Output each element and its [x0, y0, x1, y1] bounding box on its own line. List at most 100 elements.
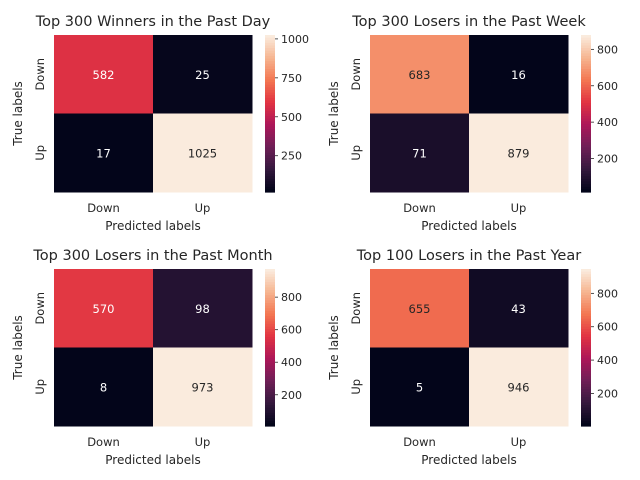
- colorbar-strip: [581, 118, 591, 122]
- colorbar-strip: [265, 352, 275, 356]
- chart-title: Top 300 Winners in the Past Day: [35, 14, 271, 30]
- colorbar-strip: [265, 363, 275, 367]
- colorbar-strip: [265, 61, 275, 65]
- colorbar-strip: [265, 378, 275, 383]
- colorbar-strip: [581, 129, 591, 133]
- heatmap-cell: [469, 269, 569, 348]
- colorbar-tick-label: 600: [597, 321, 618, 334]
- colorbar-strip: [265, 160, 275, 164]
- cell-value-label: 879: [508, 146, 530, 160]
- colorbar-strip: [265, 35, 275, 39]
- colorbar-tick-label: 200: [597, 153, 618, 166]
- colorbar-strip: [581, 376, 591, 380]
- heatmap-cell: [370, 347, 470, 427]
- colorbar-strip: [581, 184, 591, 188]
- heatmap-cell: [469, 113, 569, 193]
- cell-value-label: 17: [96, 146, 111, 160]
- colorbar-strip: [581, 50, 591, 54]
- colorbar-strip: [265, 129, 275, 133]
- colorbar-strip: [265, 74, 275, 78]
- colorbar-strip: [581, 305, 591, 309]
- y-axis-label: True labels: [11, 81, 25, 147]
- colorbar-strip: [581, 389, 591, 393]
- colorbar-strip: [581, 55, 591, 60]
- colorbar-tick-label: 800: [281, 291, 302, 304]
- colorbar-strip: [265, 82, 275, 86]
- colorbar-strip: [265, 339, 275, 343]
- cell-value-label: 5: [416, 380, 423, 394]
- colorbar-strip: [581, 339, 591, 343]
- cell-value-label: 570: [93, 302, 115, 316]
- colorbar-tick-label: 500: [281, 111, 302, 124]
- colorbar-strip: [265, 45, 275, 49]
- colorbar-strip: [581, 61, 591, 65]
- x-tick-label: Up: [195, 201, 211, 215]
- colorbar-strip: [265, 108, 275, 112]
- colorbar-strip: [581, 279, 591, 283]
- colorbar-strip: [265, 84, 275, 88]
- colorbar-strip: [265, 386, 275, 390]
- colorbar-strip: [581, 76, 591, 81]
- colorbar-strip: [581, 89, 591, 94]
- colorbar-strip: [581, 350, 591, 354]
- y-tick-label: Down: [349, 292, 363, 325]
- colorbar-strip: [265, 321, 275, 325]
- colorbar-strip: [265, 418, 275, 422]
- colorbar-strip: [581, 271, 591, 275]
- colorbar-strip: [581, 342, 591, 346]
- colorbar-strip: [581, 410, 591, 414]
- cell-value-label: 683: [409, 68, 431, 82]
- colorbar-strip: [581, 276, 591, 281]
- x-tick-label: Down: [403, 201, 436, 215]
- colorbar-strip: [265, 313, 275, 317]
- colorbar-strip: [265, 95, 275, 99]
- x-tick-label: Down: [87, 201, 120, 215]
- colorbar-strip: [265, 331, 275, 336]
- colorbar-strip: [265, 123, 275, 128]
- colorbar-strip: [581, 297, 591, 301]
- colorbar-strip: [581, 352, 591, 356]
- colorbar-strip: [265, 342, 275, 346]
- colorbar-strip: [581, 316, 591, 320]
- colorbar-strip: [265, 282, 275, 286]
- colorbar-strip: [581, 173, 591, 177]
- cell-value-label: 655: [409, 302, 431, 316]
- heatmap-cell: [370, 113, 470, 193]
- chart-title: Top 300 Losers in the Past Month: [32, 248, 272, 264]
- colorbar-strip: [265, 66, 275, 70]
- colorbar-strip: [265, 87, 275, 91]
- x-axis-label: Predicted labels: [421, 219, 516, 233]
- colorbar-strip: [265, 371, 275, 375]
- heatmap-cell: [153, 35, 253, 114]
- heatmap-cell: [153, 269, 253, 348]
- heatmap-cell: [54, 113, 154, 193]
- y-tick-label: Up: [349, 379, 363, 395]
- colorbar-strip: [581, 100, 591, 104]
- colorbar-strip: [581, 42, 591, 47]
- chart-title: Top 100 Losers in the Past Year: [356, 248, 581, 264]
- colorbar-strip: [265, 420, 275, 424]
- cell-value-label: 98: [195, 302, 210, 316]
- colorbar-strip: [265, 152, 275, 156]
- colorbar-strip: [265, 355, 275, 359]
- y-axis-label: True labels: [327, 81, 341, 147]
- colorbar-strip: [265, 178, 275, 183]
- colorbar-strip: [265, 350, 275, 354]
- colorbar-strip: [265, 344, 275, 349]
- colorbar-strip: [265, 423, 275, 427]
- colorbar-strip: [581, 74, 591, 78]
- colorbar-strip: [581, 391, 591, 396]
- colorbar-strip: [265, 415, 275, 419]
- colorbar-strip: [581, 176, 591, 180]
- colorbar-strip: [265, 189, 275, 193]
- colorbar-strip: [581, 40, 591, 44]
- colorbar-strip: [265, 126, 275, 130]
- colorbar-strip: [265, 310, 275, 315]
- colorbar-strip: [581, 113, 591, 117]
- colorbar-strip: [581, 420, 591, 424]
- colorbar-strip: [265, 40, 275, 44]
- colorbar-strip: [265, 142, 275, 146]
- colorbar-strip: [581, 360, 591, 364]
- colorbar-strip: [581, 310, 591, 315]
- colorbar-strip: [581, 157, 591, 162]
